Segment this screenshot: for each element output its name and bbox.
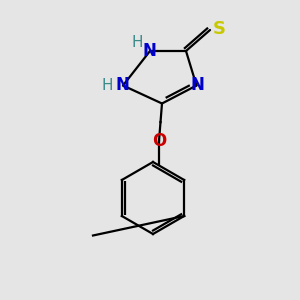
Text: N: N bbox=[116, 76, 129, 94]
Text: H: H bbox=[131, 35, 143, 50]
Text: O: O bbox=[152, 132, 166, 150]
Text: N: N bbox=[190, 76, 204, 94]
Text: H: H bbox=[102, 78, 113, 93]
Text: N: N bbox=[142, 42, 156, 60]
Text: S: S bbox=[212, 20, 226, 38]
